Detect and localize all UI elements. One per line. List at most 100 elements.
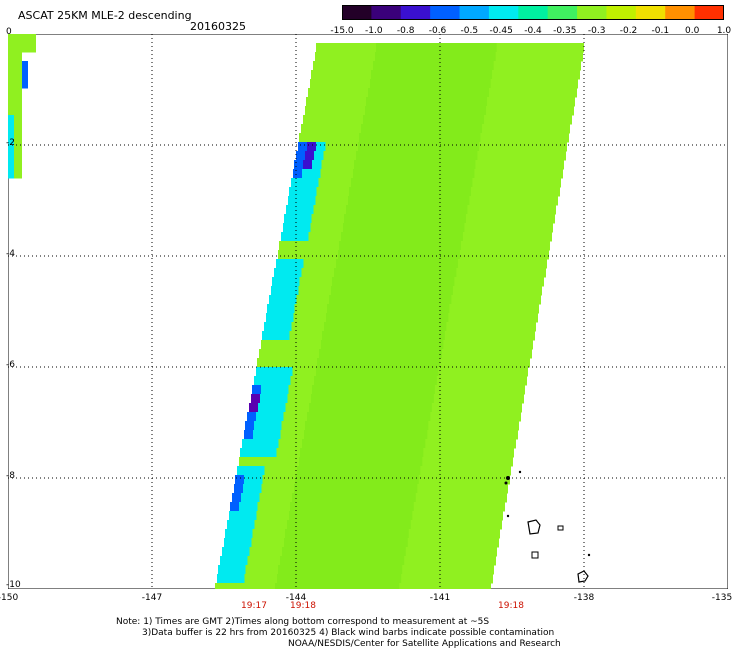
swath-edge-cell [239,502,249,512]
colorbar-segment [577,5,607,20]
colorbar-segment [694,5,724,20]
swath-edge-cell [287,295,297,305]
island-outline [557,525,564,531]
x-tick-label: -138 [573,593,595,603]
colorbar-segment [665,5,696,20]
swath-band [299,457,423,467]
left-strip-cell [8,142,22,152]
swath-edge-cell [300,178,310,188]
swath-band [358,142,480,152]
time-label: 19:18 [498,601,524,611]
swath-band [363,115,485,125]
swath-edge-cell [306,196,316,206]
swath-edge-cell [254,376,264,386]
swath-edge-cell [283,367,293,377]
swath-band [278,565,403,575]
swath-edge-cell [279,385,289,395]
swath-edge-cell [234,529,244,539]
swath-edge-cell [276,304,286,314]
colorbar-tick-label: -0.6 [428,26,447,36]
swath-edge-cell [307,142,317,152]
colorbar-segment [518,5,549,20]
swath-band [321,340,444,350]
swath-edge-cell [236,520,246,530]
swath-edge-cell [280,331,290,341]
swath-edge-cell [293,214,303,224]
left-strip-cell [8,169,14,179]
swath-edge-cell [267,304,277,314]
swath-edge-cell [236,565,246,575]
swath-band [351,178,473,188]
swath-band [344,214,466,224]
left-strip-cell [8,70,22,80]
swath-edge-cell [245,421,255,431]
swath-edge-cell [244,475,254,485]
left-strip-cell [8,115,14,125]
swath-edge-cell [312,160,322,170]
swath-band [275,583,400,589]
swath-edge-cell [256,412,266,422]
swath-edge-cell [230,502,240,512]
swath-edge-cell [299,232,309,242]
swath-band [277,574,402,584]
swath-edge-cell [227,520,237,530]
swath-edge-cell [307,187,317,197]
swath-edge-cell [250,493,260,503]
y-tick-label: -2 [6,138,15,148]
colorbar-frame [342,5,724,20]
colorbar-segment [459,5,490,20]
island-outline [527,519,541,535]
swath-edge-cell [249,448,259,458]
swath-edge-cell [254,421,264,431]
y-tick-label: -6 [6,360,15,370]
swath-edge-cell [290,277,300,287]
swath-edge-cell [278,295,288,305]
x-tick-label: -150 [0,593,19,603]
swath-band [285,529,409,539]
swath-edge-cell [272,421,282,431]
swath-edge-cell [251,439,261,449]
swath-left-strip [8,34,36,179]
swath-band [312,385,435,395]
colorbar-segment [606,5,637,20]
swath-band [346,205,468,215]
swath-band [332,277,455,287]
x-tick-label: -147 [141,593,163,603]
swath-edge-cell [270,385,280,395]
swath-edge-cell [276,259,286,269]
left-strip-cell [8,61,22,71]
island-dot [518,470,522,474]
swath-band [292,493,416,503]
swath-edge-cell [251,394,261,404]
left-strip-cell [8,169,22,179]
time-label: 19:17 [241,601,267,611]
swath-edge-cell [241,493,251,503]
swath-band [316,367,439,377]
swath-edge-cell [271,430,281,440]
swath-edge-cell [281,277,291,287]
swath-edge-cell [252,484,262,494]
swath-edge-cell [249,403,259,413]
swath-edge-cell [302,169,312,179]
swath-edge-cell [235,475,245,485]
swath-edge-cell [285,304,295,314]
swath-edge-cell [316,142,326,152]
swath-edge-cell [275,313,285,323]
left-strip-cell [8,124,14,134]
swath-edge-cell [261,385,271,395]
swath-band [290,502,414,512]
swath-edge-cell [285,259,295,269]
swath-edge-cell [292,223,302,233]
swath-main [215,43,584,589]
left-strip-cell [8,124,22,134]
swath-edge-cell [292,268,302,278]
swath-edge-cell [255,466,265,476]
swath-edge-cell [274,412,284,422]
colorbar-segment [547,5,578,20]
left-strip-cell [8,133,22,143]
colorbar-segment [430,5,461,20]
swath-edge-cell [273,322,283,332]
swath-edge-cell [283,268,293,278]
swath-edge-cell [288,196,298,206]
swath-edge-cell [303,160,313,170]
